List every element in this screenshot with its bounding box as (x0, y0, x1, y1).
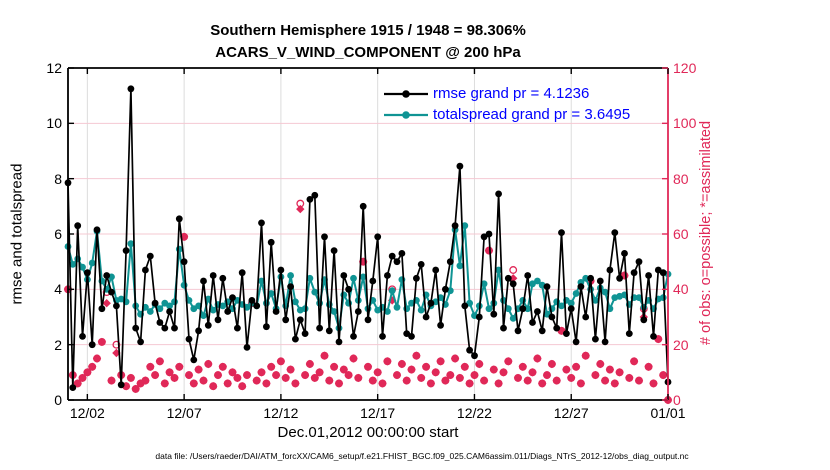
x-tick-label: 12/07 (166, 405, 202, 421)
legend-row-rmse: rmse grand pr = 4.1236 (383, 83, 630, 104)
chart-subtitle: ACARS_V_WIND_COMPONENT @ 200 hPa (215, 44, 521, 61)
y-tick-left: 2 (54, 336, 62, 353)
x-axis-label: Dec.01,2012 00:00:00 start (277, 424, 459, 441)
y-tick-right: 20 (673, 336, 689, 353)
y-tick-left: 4 (54, 281, 62, 298)
y-tick-left: 8 (54, 170, 62, 187)
legend-label-totalspread: totalspread grand pr = 3.6495 (433, 106, 631, 123)
x-tick-label: 12/17 (360, 405, 396, 421)
legend: rmse grand pr = 4.1236 totalspread grand… (383, 83, 630, 125)
y-tick-left: 6 (54, 226, 62, 242)
y-tick-left: 10 (46, 115, 62, 132)
x-tick-label: 12/22 (456, 405, 492, 421)
y-tick-right: 40 (673, 281, 689, 298)
rmse-legend-line-icon (384, 89, 428, 98)
totalspread-legend-line-icon (384, 110, 428, 119)
x-tick-label: 01/01 (650, 405, 686, 421)
x-tick-label: 12/27 (553, 405, 589, 421)
legend-row-totalspread: totalspread grand pr = 3.6495 (383, 104, 630, 125)
x-tick-label: 12/02 (69, 405, 105, 421)
y-tick-right: 80 (673, 170, 689, 187)
y-tick-right: 120 (673, 60, 697, 76)
data-file-path: data file: /Users/raeder/DAI/ATM_forcXX/… (155, 451, 689, 461)
y-tick-right: 60 (673, 226, 689, 242)
x-tick-label: 12/12 (263, 405, 299, 421)
y-tick-right: 100 (673, 115, 697, 132)
chart-title: Southern Hemisphere 1915 / 1948 = 98.306… (210, 22, 526, 39)
left-axis-label: rmse and totalspread (8, 163, 26, 305)
y-tick-right: 0 (673, 392, 681, 408)
y-tick-left: 12 (46, 60, 62, 76)
legend-label-rmse: rmse grand pr = 4.1236 (433, 85, 590, 102)
y-tick-left: 0 (54, 392, 62, 408)
